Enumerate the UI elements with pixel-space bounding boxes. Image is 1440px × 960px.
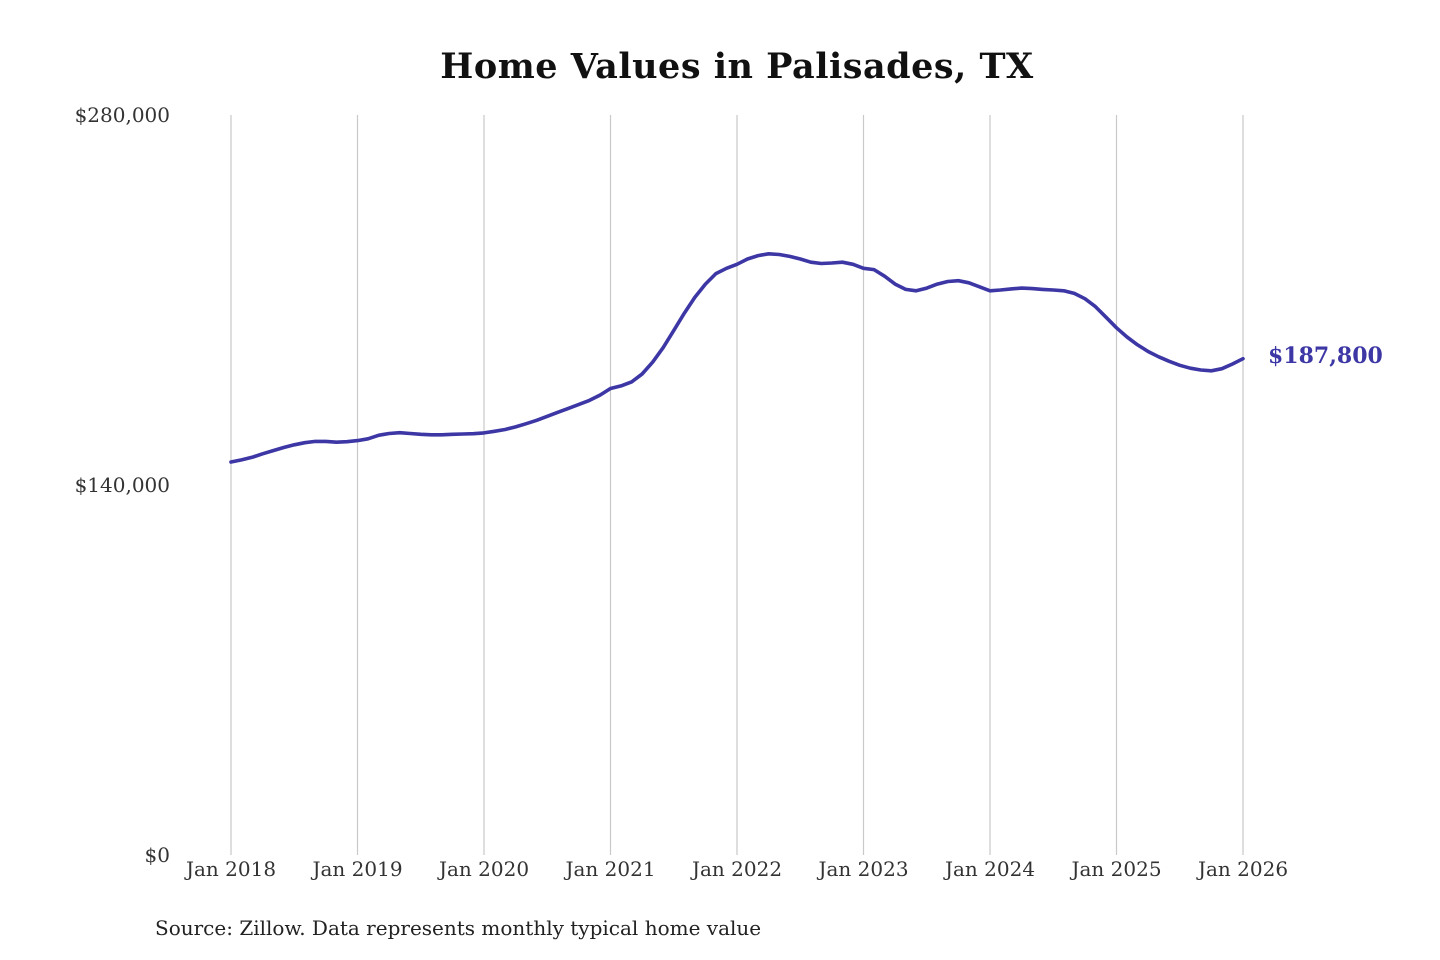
x-axis-tick-label: Jan 2021 xyxy=(565,857,656,881)
x-axis-labels: Jan 2018 Jan 2019 Jan 2020 Jan 2021 Jan 2022… xyxy=(0,857,1440,889)
home-value-line xyxy=(229,252,1245,464)
x-axis-tick-label: Jan 2026 xyxy=(1197,857,1289,881)
y-axis-tick-label-140000: $140,000 xyxy=(74,473,170,497)
x-axis-tick-label: Jan 2019 xyxy=(312,857,403,881)
x-axis-tick-label: Jan 2020 xyxy=(438,857,530,881)
x-axis-tick-label: Jan 2022 xyxy=(691,857,783,881)
source-note: Source: Zillow. Data represents monthly … xyxy=(155,916,762,940)
x-axis-tick-label: Jan 2023 xyxy=(818,857,909,881)
chart-title: Home Values in Palisades, TX xyxy=(440,46,1034,87)
current-value-label: $187,800 xyxy=(1268,342,1383,369)
x-axis-tick-label: Jan 2024 xyxy=(944,857,1036,881)
y-axis-tick-label-0: $0 xyxy=(144,843,170,867)
x-axis-tick-label: Jan 2025 xyxy=(1071,857,1162,881)
x-axis-tick-label: Jan 2018 xyxy=(185,857,277,881)
y-axis-tick-label-280000: $280,000 xyxy=(74,103,170,127)
